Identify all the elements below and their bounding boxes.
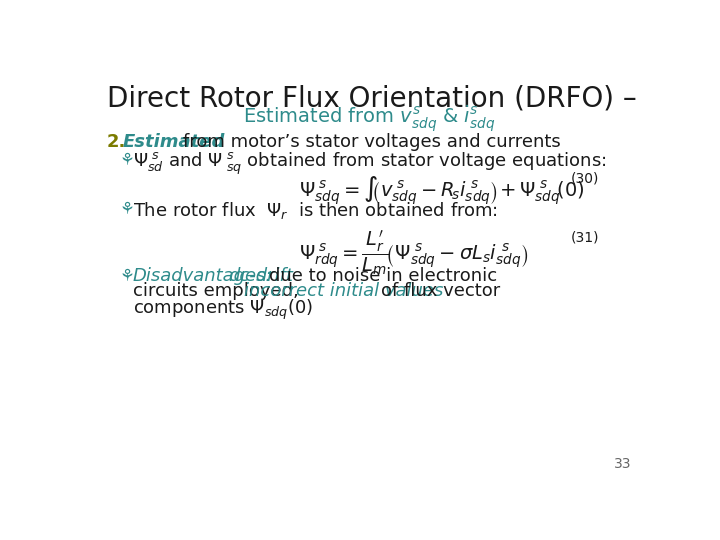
Text: 2.: 2. [107, 132, 127, 151]
Text: from motor’s stator voltages and currents: from motor’s stator voltages and current… [183, 132, 561, 151]
Text: ⚘: ⚘ [120, 200, 135, 218]
Text: of flux vector: of flux vector [381, 282, 500, 300]
Text: Estimated from $v_{sdq}^{s}$ & $\dot{\imath}_{sdq}^{s}$: Estimated from $v_{sdq}^{s}$ & $\dot{\im… [243, 103, 495, 133]
Text: components $\Psi_{sdq}$(0): components $\Psi_{sdq}$(0) [132, 298, 313, 321]
Text: due to noise in electronic: due to noise in electronic [269, 267, 497, 285]
Text: incorrect initial values: incorrect initial values [244, 282, 444, 300]
Text: $\Psi_{sdq}^{\ s}=\int\!\!\left(v_{sdq}^{\ s}-R_{\!s}i_{sdq}^{\ s}\right)\!+\Psi: $\Psi_{sdq}^{\ s}=\int\!\!\left(v_{sdq}^… [300, 174, 585, 207]
Text: ⚘: ⚘ [120, 267, 135, 285]
Text: dc-drift: dc-drift [228, 267, 293, 285]
Text: Disadvantages:: Disadvantages: [132, 267, 272, 285]
Text: $\Psi_{rdq}^{\ s}=\dfrac{L_{r}^{\prime}}{L_{m}}\!\left(\Psi_{sdq}^{\ s}-\sigma L: $\Psi_{rdq}^{\ s}=\dfrac{L_{r}^{\prime}}… [300, 228, 528, 277]
Text: Direct Rotor Flux Orientation (DRFO) –: Direct Rotor Flux Orientation (DRFO) – [107, 84, 636, 112]
Text: (31): (31) [570, 231, 599, 244]
Text: $\Psi_{sd}^{\ s}$ and $\Psi_{\ sq}^{\ s}$ obtained from stator voltage equations: $\Psi_{sd}^{\ s}$ and $\Psi_{\ sq}^{\ s}… [132, 151, 606, 177]
Text: (30): (30) [570, 171, 599, 185]
Text: ⚘: ⚘ [120, 151, 135, 169]
Text: The rotor flux  $\Psi_r$  is then obtained from:: The rotor flux $\Psi_r$ is then obtained… [132, 200, 498, 220]
Text: 33: 33 [613, 457, 631, 471]
Text: Estimated: Estimated [122, 132, 225, 151]
Text: circuits employed,: circuits employed, [132, 282, 298, 300]
